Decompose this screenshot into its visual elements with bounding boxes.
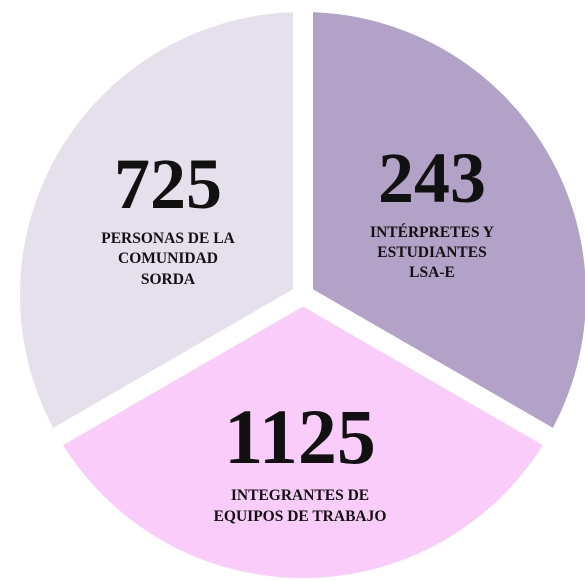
divider [297, 286, 572, 456]
wheel [19, 0, 585, 579]
segment-value: 725 [114, 144, 222, 224]
segment-label: INTÉRPRETES Y [370, 224, 494, 241]
segment-label: COMUNIDAD [118, 250, 218, 267]
segment-label: INTEGRANTES DE [231, 487, 369, 504]
segment-label: PERSONAS DE LA [101, 230, 235, 247]
segment-label: EQUIPOS DE TRABAJO [214, 508, 387, 525]
segment-label: LSA-E [409, 264, 455, 281]
segment-label: ESTUDIANTES [377, 244, 486, 261]
segment-value: 1125 [224, 393, 376, 480]
segment-label: SORDA [141, 271, 196, 288]
segment-value: 243 [378, 138, 486, 218]
divider [34, 286, 309, 456]
